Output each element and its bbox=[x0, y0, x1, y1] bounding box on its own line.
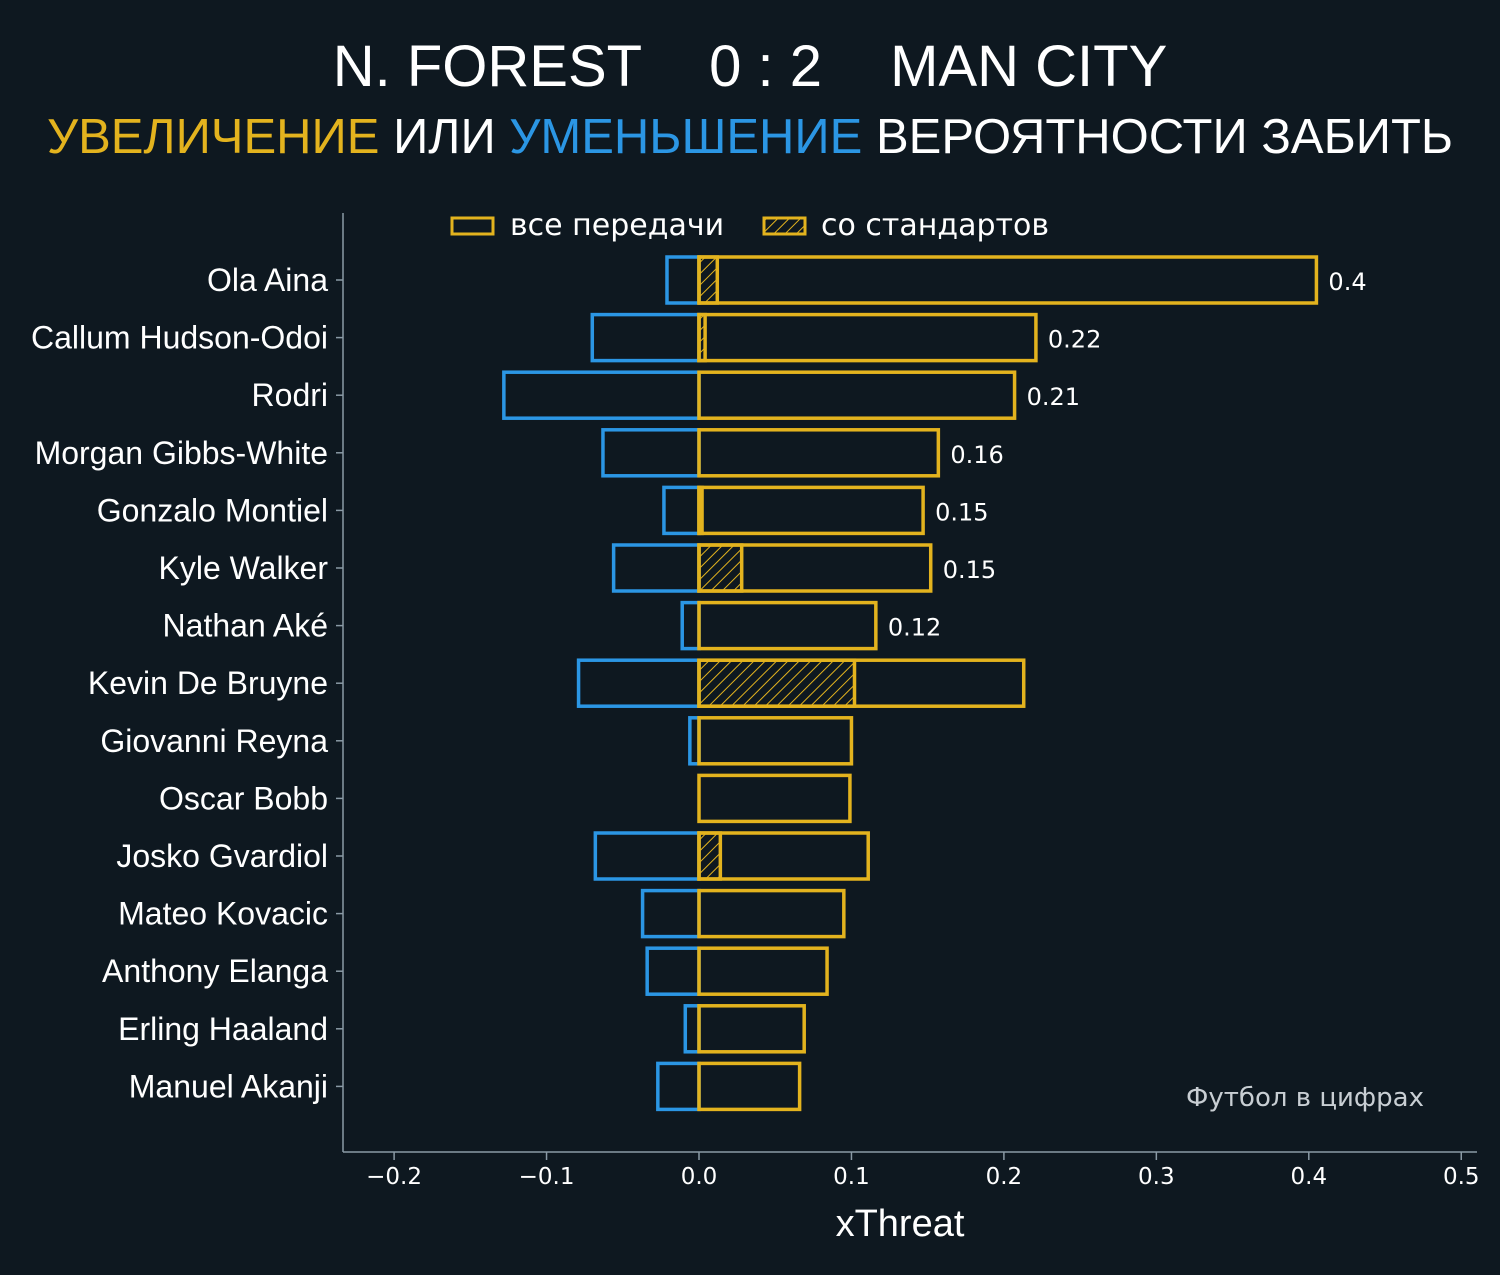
net-value-label: 0.21 bbox=[1027, 383, 1080, 411]
y-tick-label: Rodri bbox=[252, 377, 328, 413]
bar-set-pieces bbox=[697, 255, 720, 305]
y-tick-label: Manuel Akanji bbox=[129, 1068, 328, 1104]
net-value-label: 0.16 bbox=[950, 441, 1003, 469]
bar-positive bbox=[697, 485, 925, 536]
bar-positive bbox=[697, 658, 1026, 708]
y-tick-label: Kevin De Bruyne bbox=[88, 665, 328, 701]
bar-set-pieces bbox=[697, 543, 744, 593]
x-tick-label: 0.0 bbox=[681, 1164, 718, 1190]
bar-set-pieces bbox=[697, 658, 857, 708]
chart-subtitle: УВЕЛИЧЕНИЕ ИЛИ УМЕНЬШЕНИЕ ВЕРОЯТНОСТИ ЗА… bbox=[47, 110, 1453, 164]
x-ticks: −0.2 −0.1 0.0 0.1 0.2 0.3 0.4 0.5 bbox=[366, 1152, 1480, 1190]
y-tick-labels: Ola Aina Callum Hudson-Odoi Rodri Morgan Gi… bbox=[31, 262, 343, 1104]
match-score: 0 : 2 bbox=[709, 34, 822, 99]
bar-positive bbox=[697, 428, 941, 478]
y-tick-label: Erling Haaland bbox=[118, 1011, 328, 1047]
legend-label-set-pieces: со стандартов bbox=[821, 208, 1049, 243]
net-value-label: 0.4 bbox=[1328, 268, 1366, 296]
bar-negative bbox=[593, 831, 701, 881]
x-tick-label: −0.1 bbox=[519, 1164, 575, 1190]
bar-positive bbox=[697, 773, 852, 824]
x-tick-label: 0.2 bbox=[986, 1164, 1023, 1190]
x-axis-label: xThreat bbox=[836, 1203, 965, 1245]
x-tick-label: 0.1 bbox=[833, 1164, 870, 1190]
y-tick-label: Josko Gvardiol bbox=[116, 838, 328, 874]
bar-positive bbox=[697, 255, 1319, 305]
net-value-label: 0.15 bbox=[943, 556, 996, 584]
bar-positive bbox=[697, 600, 878, 651]
bar-negative bbox=[576, 658, 701, 708]
y-tick-label: Ola Aina bbox=[207, 262, 328, 298]
bar-positive bbox=[697, 716, 854, 766]
bar-negative bbox=[683, 1004, 701, 1054]
x-tick-label: 0.3 bbox=[1138, 1164, 1175, 1190]
legend-swatch-set-pieces bbox=[762, 216, 807, 236]
subtitle-increase: УВЕЛИЧЕНИЕ bbox=[47, 110, 380, 164]
bar-positive bbox=[697, 312, 1038, 363]
y-tick-label: Oscar Bobb bbox=[159, 780, 328, 816]
net-value-label: 0.15 bbox=[935, 498, 988, 526]
y-tick-label: Callum Hudson-Odoi bbox=[31, 320, 328, 356]
bar-negative bbox=[601, 428, 701, 478]
y-tick-label: Kyle Walker bbox=[158, 550, 328, 586]
bar-positive bbox=[697, 1004, 806, 1054]
subtitle-rest: ВЕРОЯТНОСТИ ЗАБИТЬ bbox=[876, 110, 1453, 164]
y-tick-label: Nathan Aké bbox=[163, 608, 328, 644]
x-tick-label: −0.2 bbox=[366, 1164, 422, 1190]
net-value-label: 0.12 bbox=[888, 614, 941, 642]
bar-positive bbox=[697, 888, 846, 939]
y-tick-label: Anthony Elanga bbox=[102, 953, 328, 989]
bar-negative bbox=[680, 600, 701, 651]
bar-negative bbox=[611, 543, 701, 593]
x-tick-label: 0.4 bbox=[1291, 1164, 1328, 1190]
bar-negative bbox=[590, 312, 701, 363]
legend: все передачи со стандартов bbox=[450, 208, 1049, 243]
bar-negative bbox=[645, 946, 701, 996]
away-team-name: MAN CITY bbox=[890, 34, 1167, 99]
bar-negative bbox=[665, 255, 701, 305]
bar-negative bbox=[656, 1061, 701, 1112]
home-team-name: N. FOREST bbox=[333, 34, 642, 99]
bar-negative bbox=[502, 370, 701, 420]
y-tick-label: Giovanni Reyna bbox=[100, 723, 328, 759]
bar-positive bbox=[697, 946, 829, 996]
y-tick-label: Gonzalo Montiel bbox=[97, 492, 328, 528]
bar-negative bbox=[640, 888, 701, 939]
y-tick-label: Mateo Kovacic bbox=[118, 896, 328, 932]
bar-positive bbox=[697, 831, 870, 881]
chart-title: N. FOREST 0 : 2 MAN CITY bbox=[333, 34, 1168, 99]
bar-positive bbox=[697, 543, 933, 593]
bar-set-pieces bbox=[697, 831, 723, 881]
y-tick-label: Morgan Gibbs-White bbox=[35, 435, 328, 471]
x-tick-label: 0.5 bbox=[1443, 1164, 1480, 1190]
bar-positive bbox=[697, 1061, 802, 1112]
bar-negative bbox=[662, 485, 701, 536]
subtitle-decrease: УМЕНЬШЕНИЕ bbox=[509, 110, 862, 164]
watermark: Футбол в цифрах bbox=[1186, 1083, 1424, 1113]
bar-positive bbox=[697, 370, 1017, 420]
legend-swatch-all-passes bbox=[450, 216, 495, 236]
net-value-label: 0.22 bbox=[1048, 326, 1101, 354]
bars-group: 0.4 0.22 0.21 0.16 0.15 0.15 0.12 bbox=[502, 255, 1367, 1112]
legend-label-all-passes: все передачи bbox=[510, 208, 724, 243]
subtitle-or: ИЛИ bbox=[393, 110, 496, 164]
